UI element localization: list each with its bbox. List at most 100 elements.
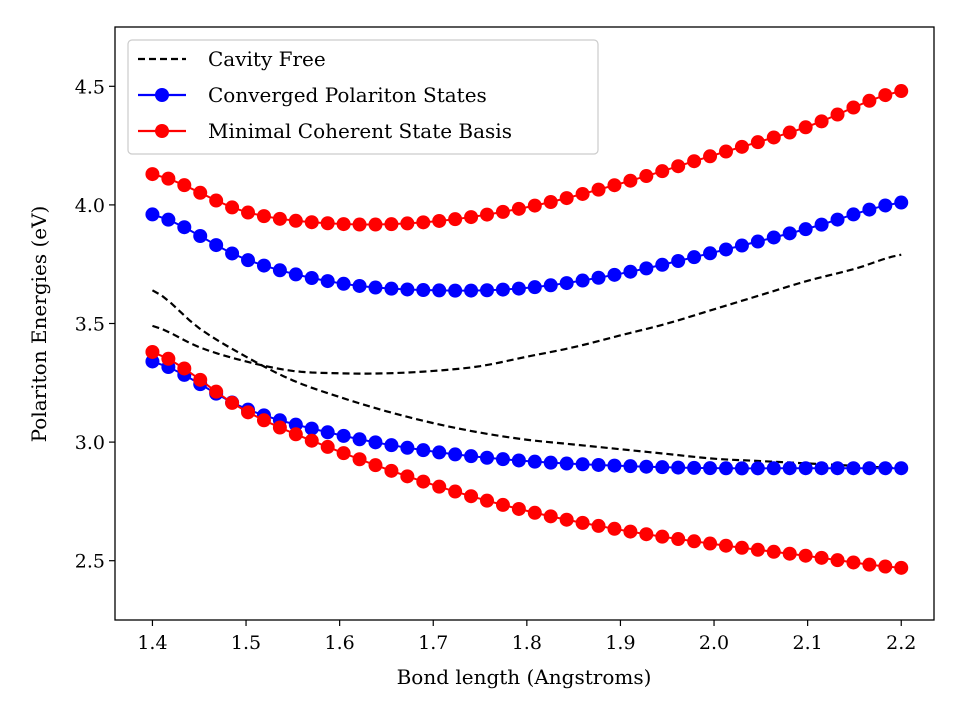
converged-polariton-states-point xyxy=(559,276,574,291)
converged-polariton-states-point xyxy=(703,246,718,261)
minimal-coherent-state-basis-point xyxy=(623,524,638,539)
minimal-coherent-state-basis-point xyxy=(511,201,526,216)
minimal-coherent-state-basis-point xyxy=(559,191,574,206)
converged-polariton-states-point xyxy=(320,425,335,440)
minimal-coherent-state-basis-point xyxy=(272,211,287,226)
minimal-coherent-state-basis-point xyxy=(575,515,590,530)
minimal-coherent-state-basis-point xyxy=(878,88,893,103)
converged-polariton-states-point xyxy=(687,250,702,265)
converged-polariton-states-point xyxy=(145,207,160,222)
converged-polariton-states-point xyxy=(575,273,590,288)
minimal-coherent-state-basis-point xyxy=(687,534,702,549)
minimal-coherent-state-basis-point xyxy=(511,501,526,516)
converged-polariton-states-point xyxy=(655,460,670,475)
minimal-coherent-state-basis-point xyxy=(559,512,574,527)
minimal-coherent-state-basis-point xyxy=(384,217,399,232)
converged-polariton-states-point xyxy=(256,258,271,273)
minimal-coherent-state-basis-point xyxy=(543,509,558,524)
legend-swatch-marker xyxy=(155,124,169,138)
converged-polariton-states-point xyxy=(623,459,638,474)
converged-polariton-states-point xyxy=(575,457,590,472)
converged-polariton-states-point xyxy=(495,282,510,297)
minimal-coherent-state-basis-point xyxy=(798,120,813,135)
converged-polariton-states-point xyxy=(416,283,431,298)
converged-polariton-states-point xyxy=(304,270,319,285)
converged-polariton-states-point xyxy=(734,238,749,253)
minimal-coherent-state-basis-point xyxy=(703,149,718,164)
converged-polariton-states-point xyxy=(527,280,542,295)
legend-label: Minimal Coherent State Basis xyxy=(208,119,512,143)
converged-polariton-states-point xyxy=(448,283,463,298)
minimal-coherent-state-basis-point xyxy=(846,100,861,115)
minimal-coherent-state-basis-point xyxy=(575,186,590,201)
minimal-coherent-state-basis-point xyxy=(495,497,510,512)
minimal-coherent-state-basis-point xyxy=(288,427,303,442)
minimal-coherent-state-basis-point xyxy=(161,171,176,186)
converged-polariton-states-point xyxy=(687,460,702,475)
converged-polariton-states-point xyxy=(464,449,479,464)
minimal-coherent-state-basis-point xyxy=(336,217,351,232)
converged-polariton-states-point xyxy=(495,452,510,467)
converged-polariton-states-point xyxy=(830,212,845,227)
minimal-coherent-state-basis-point xyxy=(161,351,176,366)
x-tick-label: 2.0 xyxy=(699,632,729,654)
converged-polariton-states-point xyxy=(894,461,909,476)
converged-polariton-states-point xyxy=(543,278,558,293)
minimal-coherent-state-basis-point xyxy=(320,216,335,231)
minimal-coherent-state-basis-point xyxy=(750,542,765,557)
converged-polariton-states-point xyxy=(336,428,351,443)
converged-polariton-states-point xyxy=(511,281,526,296)
converged-polariton-states-point xyxy=(480,283,495,298)
y-tick-label: 3.5 xyxy=(75,314,105,336)
y-axis-label: Polariton Energies (eV) xyxy=(27,206,51,443)
converged-polariton-states-point xyxy=(209,238,224,253)
x-tick-label: 2.2 xyxy=(886,632,916,654)
minimal-coherent-state-basis-point xyxy=(718,538,733,553)
converged-polariton-states-point xyxy=(559,456,574,471)
converged-polariton-states-point xyxy=(448,447,463,462)
converged-polariton-states-point xyxy=(432,283,447,298)
minimal-coherent-state-basis-point xyxy=(830,553,845,568)
cavity-free-curve-2 xyxy=(151,289,902,470)
converged-polariton-states-point xyxy=(288,267,303,282)
converged-polariton-states-point xyxy=(225,246,240,261)
converged-polariton-states-point xyxy=(878,461,893,476)
converged-polariton-states-point xyxy=(416,443,431,458)
legend-swatch-marker xyxy=(155,88,169,102)
minimal-coherent-state-basis-point xyxy=(639,527,654,542)
minimal-coherent-state-basis-point xyxy=(814,114,829,129)
y-tick-label: 4.0 xyxy=(75,195,105,217)
converged-polariton-states-point xyxy=(734,461,749,476)
legend-box xyxy=(127,39,599,155)
converged-polariton-states-point xyxy=(352,432,367,447)
minimal-coherent-state-basis-point xyxy=(527,505,542,520)
converged-polariton-states-point xyxy=(384,438,399,453)
converged-polariton-states-point xyxy=(766,461,781,476)
converged-polariton-states-point xyxy=(766,230,781,245)
minimal-coherent-state-basis-point xyxy=(862,557,877,572)
converged-polariton-states-point xyxy=(464,283,479,298)
minimal-coherent-state-basis-point xyxy=(798,548,813,563)
converged-polariton-states-point xyxy=(193,229,208,244)
converged-polariton-states-point xyxy=(718,242,733,257)
minimal-coherent-state-basis-point xyxy=(225,395,240,410)
converged-polariton-states-point xyxy=(591,270,606,285)
minimal-coherent-state-basis-point xyxy=(256,413,271,428)
converged-polariton-states-point xyxy=(591,457,606,472)
converged-polariton-states-point xyxy=(368,280,383,295)
converged-polariton-states-point xyxy=(814,217,829,232)
converged-polariton-states-point xyxy=(177,220,192,235)
minimal-coherent-state-basis-point xyxy=(336,446,351,461)
minimal-coherent-state-basis-line-2 xyxy=(152,351,902,569)
minimal-coherent-state-basis-point xyxy=(464,210,479,225)
minimal-coherent-state-basis-point xyxy=(416,474,431,489)
converged-polariton-states-point xyxy=(639,261,654,276)
converged-polariton-states-point xyxy=(607,267,622,282)
converged-polariton-states-point xyxy=(543,455,558,470)
minimal-coherent-state-basis-point xyxy=(177,361,192,376)
minimal-coherent-state-basis-point xyxy=(352,452,367,467)
minimal-coherent-state-basis-point xyxy=(432,479,447,494)
minimal-coherent-state-basis-point xyxy=(639,169,654,184)
minimal-coherent-state-basis-point xyxy=(288,213,303,228)
converged-polariton-states-point xyxy=(703,461,718,476)
